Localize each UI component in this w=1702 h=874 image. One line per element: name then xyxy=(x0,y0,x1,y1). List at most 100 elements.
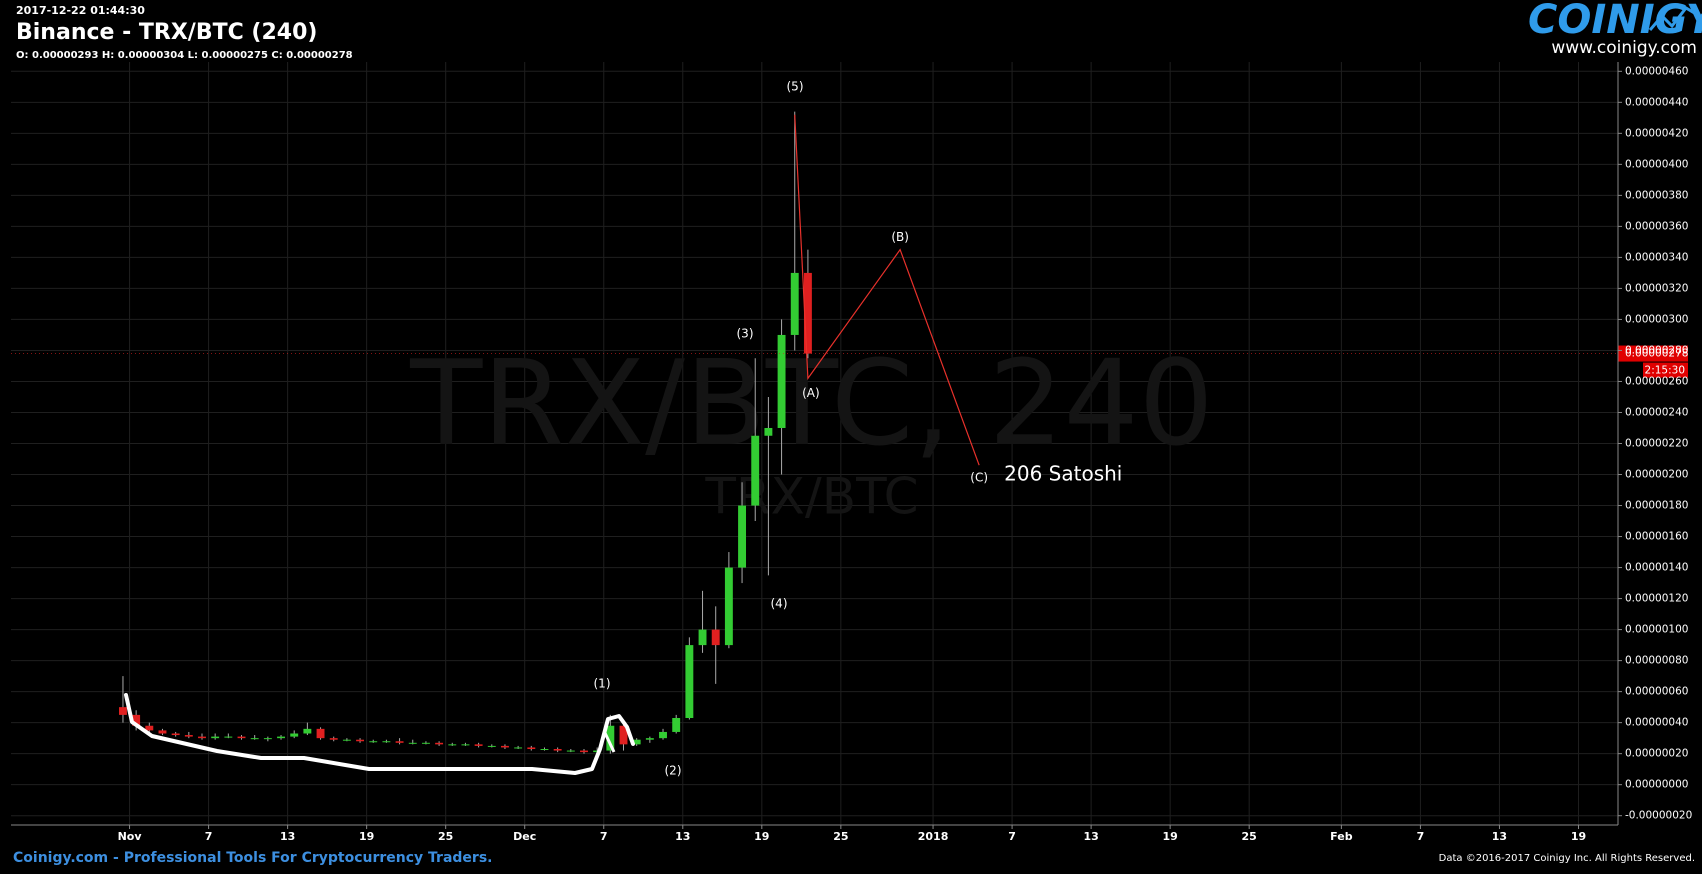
countdown-box xyxy=(1643,362,1688,378)
y-tick-label: 0.00000220 xyxy=(1625,438,1688,450)
grid xyxy=(11,62,1618,825)
candle-body xyxy=(751,435,760,506)
y-tick-label: 0.00000360 xyxy=(1625,220,1688,232)
y-tick-label: 0.00000200 xyxy=(1625,469,1688,481)
y-tick-label: 0.00000420 xyxy=(1625,127,1688,139)
candle-body xyxy=(501,745,509,748)
candle-body xyxy=(672,717,681,732)
chart-title: Binance - TRX/BTC (240) xyxy=(16,20,317,45)
projection-label: (C) xyxy=(970,471,988,485)
footer-right: Data ©2016-2017 Coinigy Inc. All Rights … xyxy=(1439,853,1695,864)
candle-body xyxy=(487,745,496,747)
candle-body xyxy=(435,742,444,745)
wave-label: (5) xyxy=(787,80,804,94)
x-tick-label: 19 xyxy=(1571,830,1586,843)
candle-body xyxy=(329,738,338,740)
last-price-label: 0.00000278 xyxy=(1625,348,1688,360)
candle-body xyxy=(540,749,549,751)
wave-label: (2) xyxy=(665,764,682,778)
y-tick-label: 0.00000020 xyxy=(1625,748,1688,760)
wave-label: (1) xyxy=(594,677,611,691)
x-tick-label: 19 xyxy=(359,830,374,843)
candle-body xyxy=(158,730,167,734)
x-tick-label: 2018 xyxy=(918,830,949,843)
x-tick-label: 13 xyxy=(1492,830,1507,843)
y-tick-label: 0.00000080 xyxy=(1625,655,1688,667)
candle-body xyxy=(224,736,233,738)
x-tick-label: Nov xyxy=(118,830,143,843)
candle-body xyxy=(632,739,641,745)
x-tick-label: Dec xyxy=(513,830,536,843)
last-price-box xyxy=(1618,345,1688,362)
y-tick-label: 0.00000440 xyxy=(1625,96,1688,108)
candle-body xyxy=(724,567,733,646)
candle-body xyxy=(685,645,694,718)
candle-body xyxy=(342,739,351,741)
y-tick-label: 0.00000260 xyxy=(1625,375,1688,387)
y-tick-label: 0.00000460 xyxy=(1625,65,1688,77)
candle-body xyxy=(461,744,470,746)
candle-body xyxy=(237,736,246,739)
candle-body xyxy=(382,741,391,743)
y-tick-label: -0.00000020 xyxy=(1625,810,1692,822)
candle-body xyxy=(211,736,220,739)
y-tick-label: 0.00000180 xyxy=(1625,500,1688,512)
x-tick-label: 25 xyxy=(833,830,848,843)
y-tick-label: 0.00000160 xyxy=(1625,531,1688,543)
overlay: (A) (B) (C) 206 Satoshi (1) (2) (3) (4) (5) 0.000… xyxy=(11,80,1688,778)
x-tick-label: 7 xyxy=(600,830,608,843)
timestamp: 2017-12-22 01:44:30 xyxy=(16,4,145,17)
x-tick-label: 7 xyxy=(1008,830,1016,843)
candle-body xyxy=(303,728,312,734)
candle-body xyxy=(277,736,285,739)
projection-line xyxy=(794,114,980,466)
wave-label: (4) xyxy=(771,597,788,611)
candle-body xyxy=(448,744,457,746)
candle-body xyxy=(250,738,259,740)
watermark-sub: TRX/BTC xyxy=(704,468,918,526)
countdown: 2:15:30 xyxy=(1645,365,1685,377)
y-tick-label: 0.00000100 xyxy=(1625,624,1688,636)
candle-body xyxy=(738,505,747,568)
x-tick-label: 25 xyxy=(438,830,453,843)
x-tick-label: 25 xyxy=(1242,830,1257,843)
logo-url: www.coinigy.com xyxy=(1551,38,1697,58)
drawn-curve xyxy=(603,732,616,753)
candle-body xyxy=(132,714,141,726)
x-tick-label: 7 xyxy=(205,830,213,843)
x-tick-label: Feb xyxy=(1330,830,1353,843)
candle-body xyxy=(790,272,799,335)
logo: COINIGY xyxy=(1528,0,1702,43)
candles xyxy=(119,111,812,756)
y-tick-label: 0.00000280 xyxy=(1625,344,1688,356)
candle-body xyxy=(606,725,615,751)
drawn-curve xyxy=(124,693,635,775)
candle-body xyxy=(395,741,404,743)
candle-body xyxy=(619,725,628,745)
y-tick-label: 0.00000400 xyxy=(1625,158,1688,170)
logo-graph xyxy=(1648,6,1697,31)
candle-body xyxy=(145,725,154,731)
candle-body xyxy=(514,747,523,749)
candle-body xyxy=(119,707,127,715)
candle-body xyxy=(645,738,654,740)
candle-body xyxy=(263,738,272,740)
projection-label: (A) xyxy=(802,386,820,400)
y-tick-label: 0.00000060 xyxy=(1625,686,1688,698)
y-tick-label: 0.00000000 xyxy=(1625,779,1688,791)
y-tick-label: 0.00000340 xyxy=(1625,251,1688,263)
y-tick-label: 0.00000040 xyxy=(1625,717,1688,729)
y-tick-label: 0.00000380 xyxy=(1625,189,1688,201)
candle-body xyxy=(184,735,193,737)
candle-body xyxy=(527,747,536,750)
y-tick-label: 0.00000320 xyxy=(1625,282,1688,294)
candle-body xyxy=(764,427,773,436)
candle-body xyxy=(580,750,588,753)
watermark: TRX/BTC, 240 xyxy=(409,334,1213,472)
candle-body xyxy=(474,744,483,746)
x-tick-label: 19 xyxy=(1162,830,1177,843)
wave-label: (3) xyxy=(737,327,754,341)
candle-body xyxy=(356,739,365,742)
